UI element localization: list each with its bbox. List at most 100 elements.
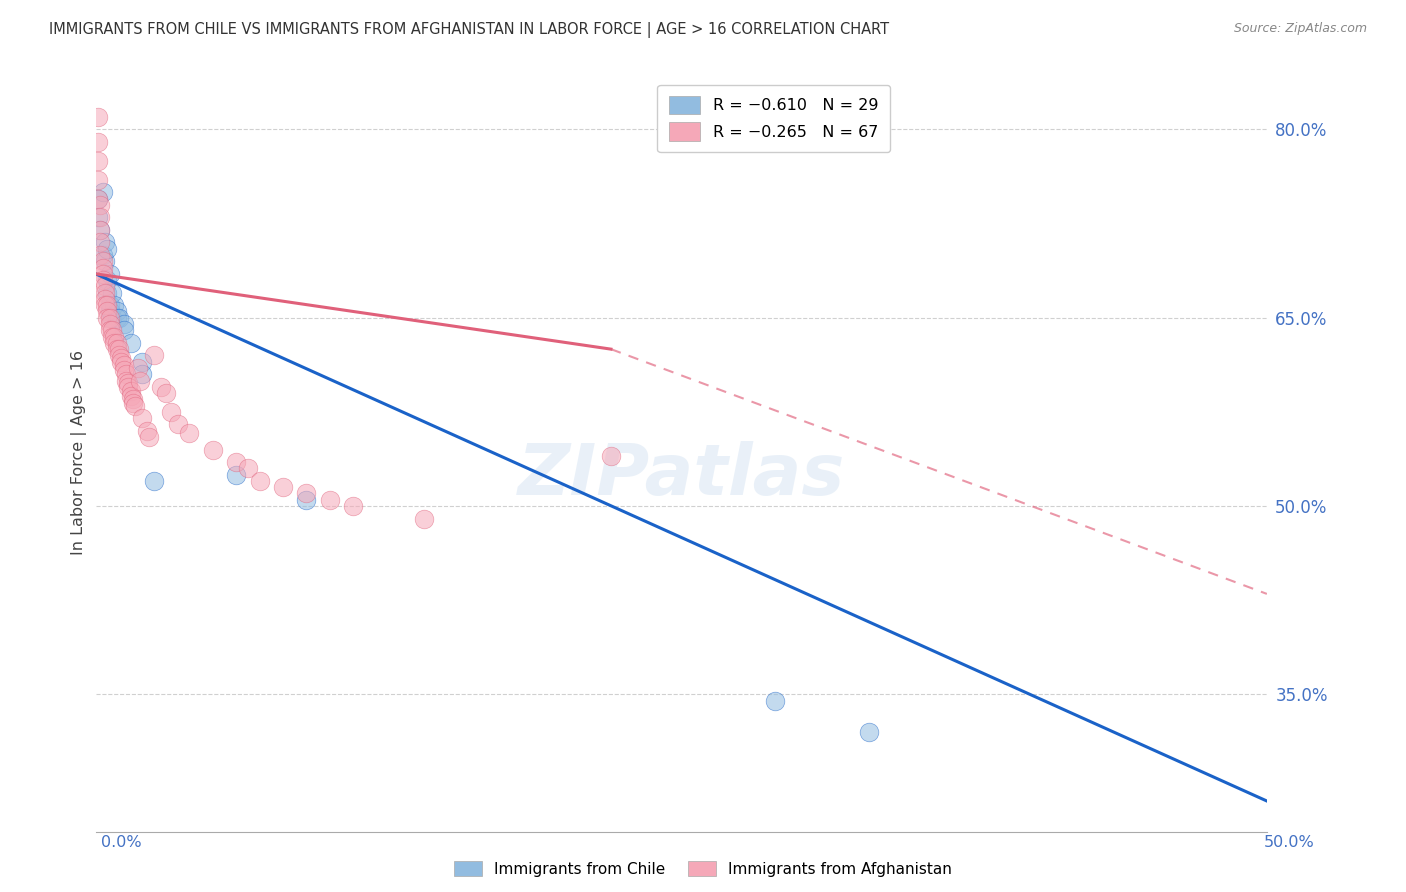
Point: [91, 260, 114, 275]
Point: [101, 323, 124, 337]
Point: [117, 376, 139, 390]
Point: [763, 693, 786, 707]
Point: [120, 335, 142, 350]
Point: [105, 342, 128, 356]
Point: [98, 323, 121, 337]
Point: [129, 374, 152, 388]
Point: [87, 192, 110, 206]
Point: [87, 153, 110, 168]
Point: [91, 273, 114, 287]
Point: [87, 110, 110, 124]
Text: ZIPatlas: ZIPatlas: [517, 441, 845, 510]
Point: [295, 486, 318, 500]
Point: [94, 279, 117, 293]
Point: [110, 351, 132, 365]
Point: [858, 725, 880, 739]
Point: [96, 298, 118, 312]
Text: 50.0%: 50.0%: [1264, 836, 1315, 850]
Point: [159, 405, 181, 419]
Point: [89, 211, 111, 225]
Point: [105, 335, 128, 350]
Point: [150, 380, 173, 394]
Point: [103, 335, 125, 350]
Point: [319, 492, 342, 507]
Legend: R = −0.610   N = 29, R = −0.265   N = 67: R = −0.610 N = 29, R = −0.265 N = 67: [658, 85, 890, 152]
Point: [412, 511, 434, 525]
Point: [110, 354, 132, 368]
Point: [120, 388, 142, 402]
Point: [600, 449, 623, 463]
Point: [249, 474, 271, 488]
Point: [89, 235, 111, 250]
Point: [101, 310, 124, 325]
Point: [87, 211, 110, 225]
Point: [103, 298, 125, 312]
Point: [91, 267, 114, 281]
Point: [98, 317, 121, 331]
Point: [124, 399, 146, 413]
Point: [103, 329, 125, 343]
Point: [105, 310, 128, 325]
Point: [236, 461, 259, 475]
Point: [120, 384, 142, 398]
Point: [112, 317, 135, 331]
Point: [98, 267, 121, 281]
Point: [87, 172, 110, 186]
Point: [136, 424, 159, 438]
Point: [112, 359, 135, 373]
Point: [89, 223, 111, 237]
Point: [342, 499, 364, 513]
Point: [94, 292, 117, 306]
Point: [225, 467, 247, 482]
Point: [94, 254, 117, 268]
Point: [98, 298, 121, 312]
Point: [89, 198, 111, 212]
Point: [98, 310, 121, 325]
Point: [89, 223, 111, 237]
Point: [94, 235, 117, 250]
Point: [96, 242, 118, 256]
Point: [89, 248, 111, 262]
Point: [101, 329, 124, 343]
Point: [91, 186, 114, 200]
Point: [115, 374, 138, 388]
Point: [112, 323, 135, 337]
Point: [108, 348, 131, 362]
Point: [138, 430, 160, 444]
Point: [143, 348, 166, 362]
Point: [225, 455, 247, 469]
Point: [131, 411, 153, 425]
Point: [115, 368, 138, 382]
Point: [127, 361, 149, 376]
Point: [108, 310, 131, 325]
Point: [117, 380, 139, 394]
Point: [155, 386, 177, 401]
Text: IMMIGRANTS FROM CHILE VS IMMIGRANTS FROM AFGHANISTAN IN LABOR FORCE | AGE > 16 C: IMMIGRANTS FROM CHILE VS IMMIGRANTS FROM…: [49, 22, 890, 38]
Point: [96, 285, 118, 300]
Point: [166, 417, 188, 432]
Point: [131, 368, 153, 382]
Point: [179, 426, 201, 441]
Point: [105, 304, 128, 318]
Text: 0.0%: 0.0%: [101, 836, 142, 850]
Point: [112, 363, 135, 377]
Point: [96, 273, 118, 287]
Point: [98, 304, 121, 318]
Point: [271, 480, 294, 494]
Legend: Immigrants from Chile, Immigrants from Afghanistan: Immigrants from Chile, Immigrants from A…: [447, 853, 959, 884]
Point: [94, 298, 117, 312]
Point: [96, 304, 118, 318]
Point: [131, 354, 153, 368]
Point: [101, 285, 124, 300]
Point: [91, 248, 114, 262]
Point: [108, 342, 131, 356]
Point: [91, 254, 114, 268]
Point: [143, 474, 166, 488]
Point: [94, 285, 117, 300]
Point: [122, 396, 145, 410]
Y-axis label: In Labor Force | Age > 16: In Labor Force | Age > 16: [72, 351, 87, 555]
Point: [87, 135, 110, 149]
Point: [295, 492, 318, 507]
Text: Source: ZipAtlas.com: Source: ZipAtlas.com: [1233, 22, 1367, 36]
Point: [96, 310, 118, 325]
